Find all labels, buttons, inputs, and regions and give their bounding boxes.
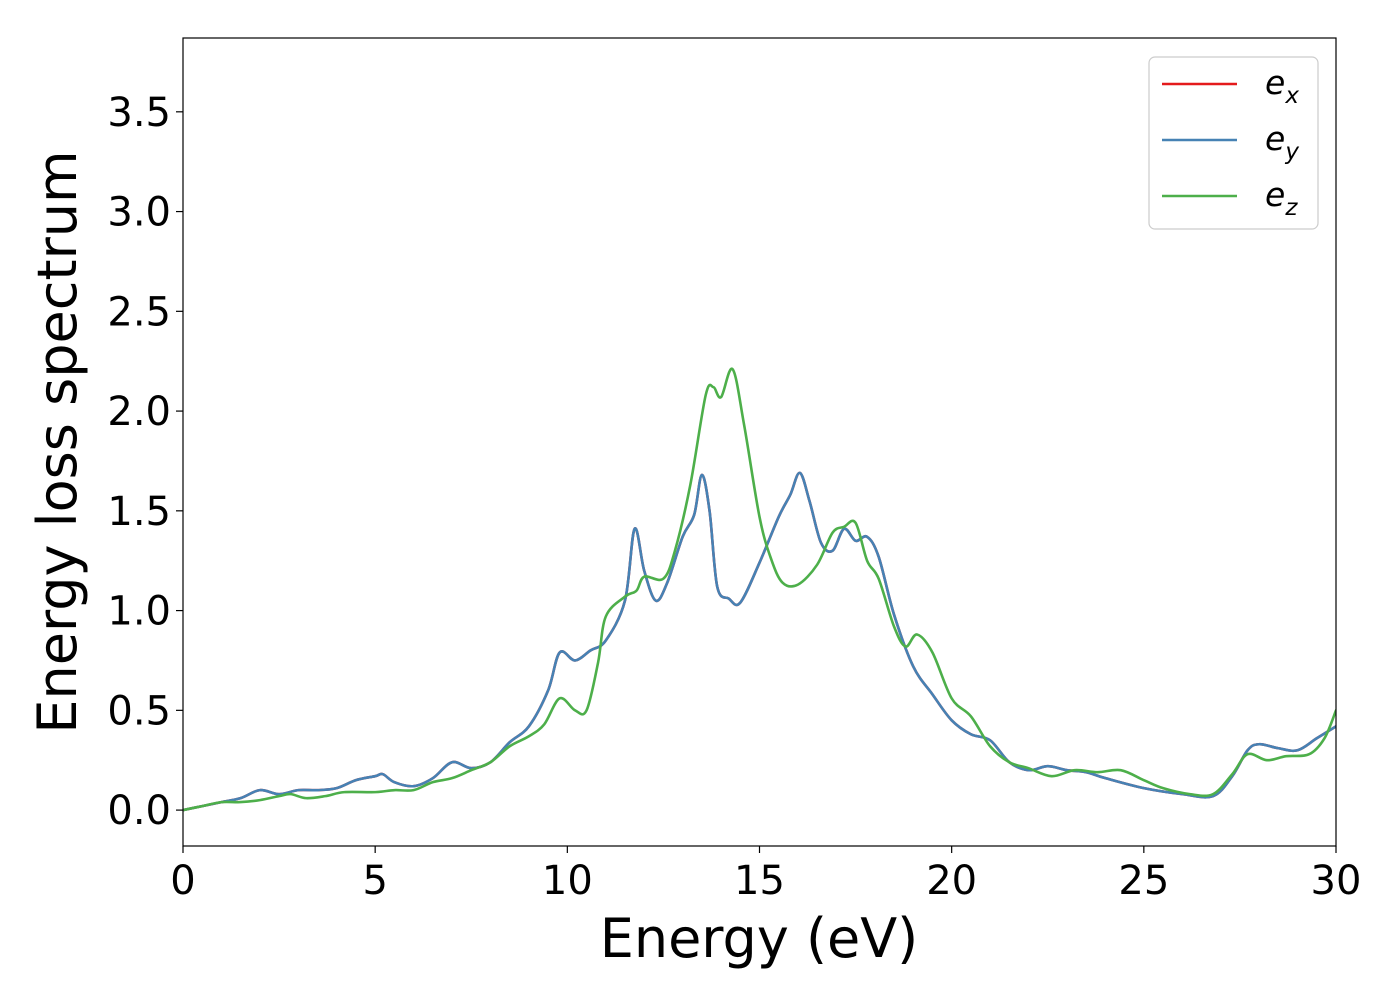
y-tick-label: 2.5 xyxy=(107,289,171,335)
legend-label-ey: ey xyxy=(1265,119,1299,165)
x-tick-label: 10 xyxy=(542,858,593,904)
x-tick-label: 5 xyxy=(362,858,387,904)
y-axis-title: Energy loss spectrum xyxy=(26,150,89,733)
y-tick-label: 0.5 xyxy=(107,688,171,734)
legend-box xyxy=(1148,56,1319,230)
y-axis-ticks: 0.0 0.5 1.0 1.5 2.0 2.5 3.0 3.5 xyxy=(107,90,183,834)
legend-label-ez: ez xyxy=(1265,175,1298,221)
x-axis-ticks: 0 5 10 15 20 25 30 xyxy=(170,846,1361,904)
x-tick-label: 15 xyxy=(734,858,785,904)
x-tick-label: 0 xyxy=(170,858,195,904)
x-tick-label: 30 xyxy=(1311,858,1362,904)
legend-label-ex: ex xyxy=(1265,63,1299,109)
x-tick-label: 20 xyxy=(926,858,977,904)
y-tick-label: 1.5 xyxy=(107,489,171,535)
y-tick-label: 2.0 xyxy=(107,389,171,435)
series-layer xyxy=(183,367,1336,812)
series-line-ez xyxy=(183,367,1336,812)
y-tick-label: 3.5 xyxy=(107,90,171,136)
y-tick-label: 1.0 xyxy=(107,589,171,635)
y-tick-label: 3.0 xyxy=(107,190,171,236)
legend: ex ey ez xyxy=(1148,56,1319,230)
plot-background xyxy=(183,38,1336,846)
y-tick-label: 0.0 xyxy=(107,788,171,834)
x-tick-label: 25 xyxy=(1118,858,1169,904)
x-axis-title: Energy (eV) xyxy=(600,907,919,970)
